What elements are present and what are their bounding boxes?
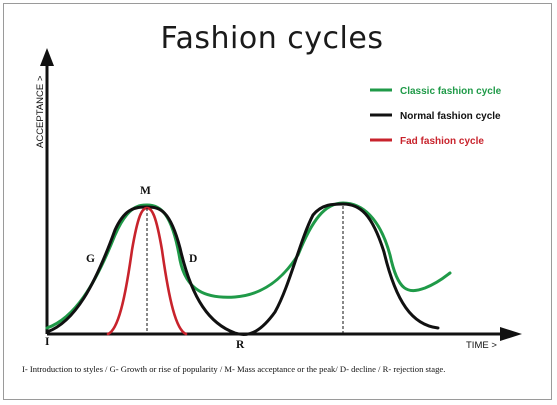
- figure-caption: I- Introduction to styles / G- Growth or…: [22, 364, 445, 374]
- label-mass-acceptance: M: [140, 185, 151, 197]
- y-axis-arrowhead: [40, 48, 54, 66]
- normal-fashion-cycle-curve: [45, 202, 440, 336]
- label-growth: G: [86, 253, 95, 265]
- legend-item-classic: Classic fashion cycle: [370, 86, 502, 97]
- label-decline: D: [189, 253, 197, 265]
- legend-label-fad: Fad fashion cycle: [400, 136, 484, 147]
- classic-fashion-cycle-curve: [45, 201, 452, 330]
- label-introduction: I: [45, 336, 50, 348]
- legend-label-normal: Normal fashion cycle: [400, 111, 501, 122]
- legend: Classic fashion cycle Normal fashion cyc…: [370, 86, 502, 147]
- x-axis-arrowhead: [500, 327, 522, 341]
- legend-label-classic: Classic fashion cycle: [400, 86, 502, 97]
- legend-item-fad: Fad fashion cycle: [370, 136, 484, 147]
- legend-item-normal: Normal fashion cycle: [370, 111, 501, 122]
- page-title: Fashion cycles: [161, 21, 384, 56]
- x-axis-label: TIME >: [466, 340, 497, 351]
- y-axis-label: ACCEPTANCE >: [35, 75, 46, 148]
- label-rejection: R: [236, 339, 245, 351]
